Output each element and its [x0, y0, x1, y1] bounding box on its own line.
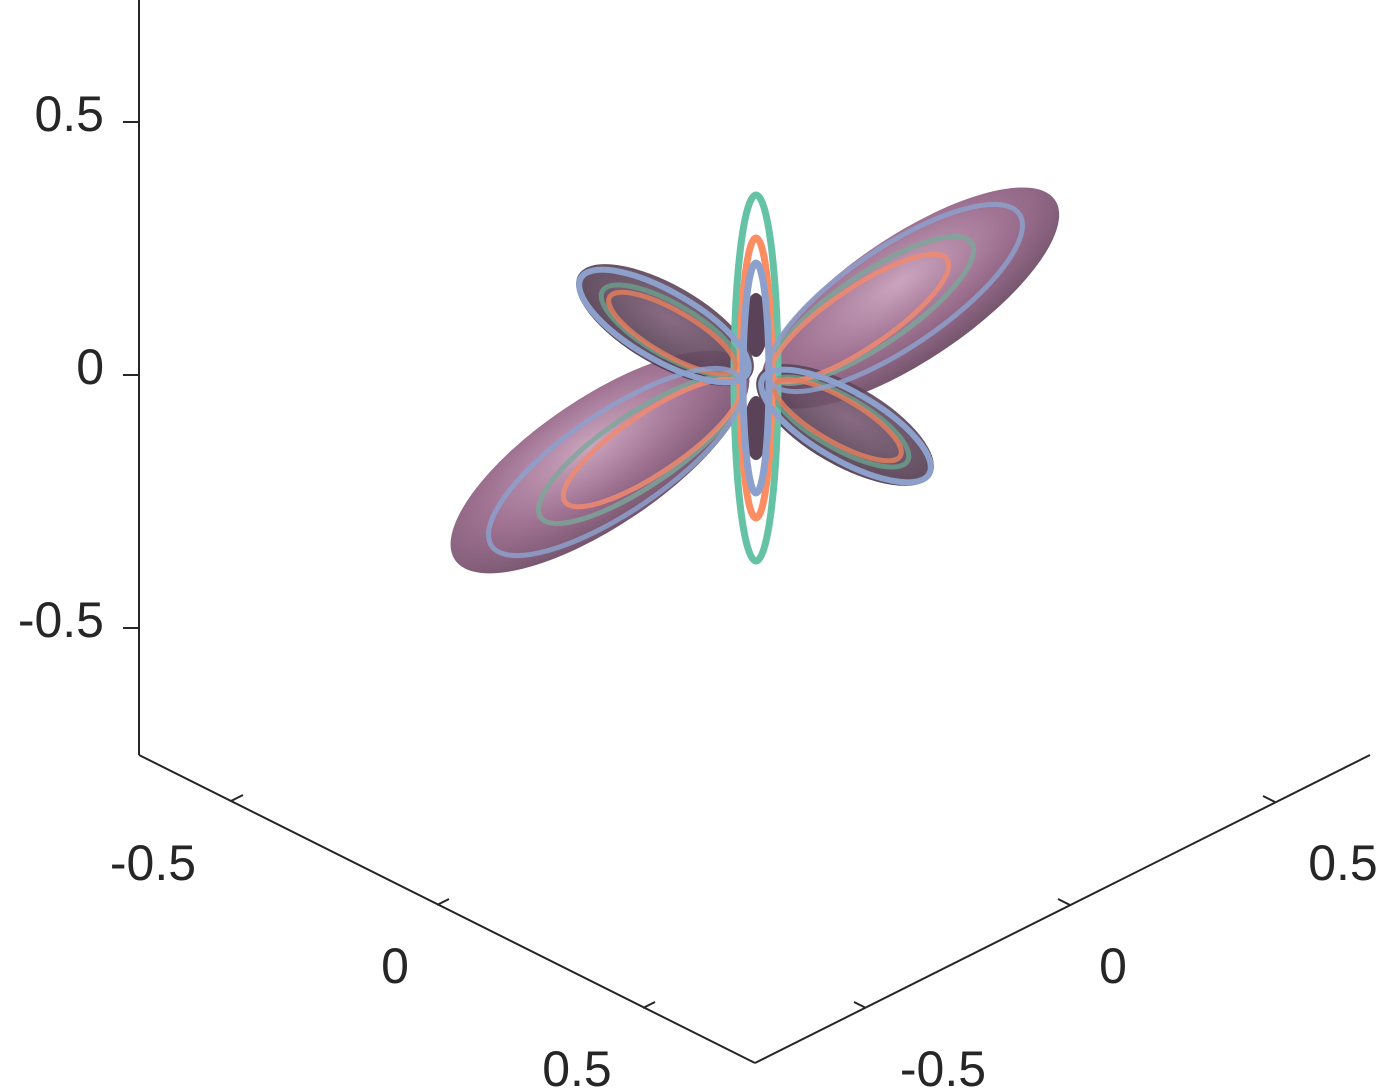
- curves: [486, 191, 1025, 565]
- curve-blue-small-ul: [576, 266, 752, 386]
- z-tick-label: 0.5: [34, 86, 104, 142]
- left-tick-label: 0: [381, 938, 409, 994]
- axes: [123, 0, 1371, 1064]
- right-tick-label: 0.5: [1308, 835, 1378, 891]
- right-tick-mark: [853, 1001, 867, 1009]
- left-tick-label: 0.5: [542, 1041, 612, 1088]
- z-tick-label: 0: [76, 339, 104, 395]
- left-tick-mark: [642, 1001, 656, 1009]
- lobe-upper-right: [760, 187, 1060, 409]
- right-tick-label: -0.5: [900, 1041, 986, 1088]
- lobe-up: [744, 293, 768, 357]
- tick-labels: 0.5 0 -0.5 -0.5 0 0.5 0.5 0 -0.5: [18, 86, 1378, 1088]
- curve-orange-diag-upper: [768, 251, 952, 385]
- curve-blue-small-lr: [758, 366, 934, 486]
- lobe-down: [744, 396, 768, 460]
- left-tick-label: -0.5: [110, 835, 196, 891]
- left-tick-mark: [230, 794, 244, 802]
- z-tick-label: -0.5: [18, 592, 104, 648]
- surface: [450, 187, 1060, 574]
- curve-orange-small-ul: [606, 289, 738, 377]
- right-axis-line: [754, 754, 1371, 1064]
- curve-blue-diag-upper: [765, 201, 1025, 395]
- left-axis-line: [138, 754, 756, 1064]
- left-tick-mark: [436, 898, 450, 906]
- right-tick-mark: [1262, 795, 1276, 803]
- right-tick-label: 0: [1099, 938, 1127, 994]
- lobe-lower-right: [756, 364, 934, 486]
- lobe-lower-left: [450, 350, 750, 574]
- right-tick-mark: [1057, 898, 1071, 906]
- curve-orange-diag-lower: [560, 376, 744, 510]
